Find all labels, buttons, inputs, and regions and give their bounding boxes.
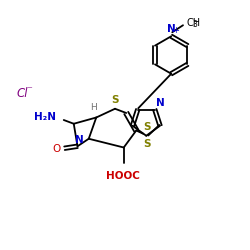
Text: S: S — [143, 122, 150, 132]
Text: N: N — [156, 98, 165, 108]
Text: H₂N: H₂N — [34, 112, 56, 122]
Text: H: H — [90, 103, 97, 112]
Text: CH: CH — [186, 18, 200, 28]
Text: Cl: Cl — [17, 87, 28, 100]
Text: +: + — [172, 26, 179, 35]
Text: O: O — [53, 144, 61, 154]
Text: S: S — [112, 95, 119, 105]
Text: 3: 3 — [193, 20, 198, 29]
Text: N: N — [76, 135, 84, 145]
Text: N: N — [167, 24, 175, 34]
Text: HOOC: HOOC — [106, 171, 140, 181]
Text: ⁻: ⁻ — [26, 86, 32, 96]
Text: S: S — [143, 139, 150, 149]
